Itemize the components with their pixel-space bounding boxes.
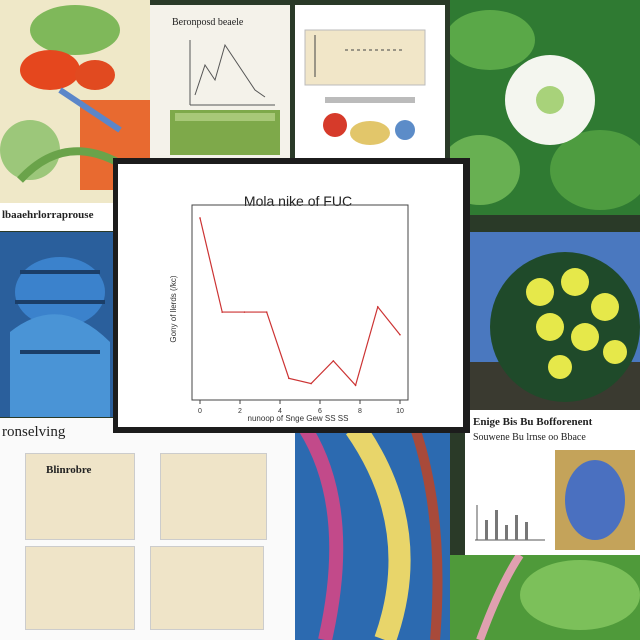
subplot-1: Blinrobre <box>25 453 135 540</box>
x-tick-label: 8 <box>358 408 362 415</box>
subplot-3 <box>25 546 135 630</box>
panel-top-title: Beronposd beaele <box>172 17 244 28</box>
dandelion-photo <box>450 0 640 215</box>
panel-label-1: Blinrobre <box>46 464 92 476</box>
blue-creature-illustration <box>0 232 118 417</box>
caption-left-strip: lbaaehrlorraprouse <box>2 209 94 221</box>
data-point <box>199 217 201 219</box>
cartoon-panel <box>295 5 445 160</box>
green-leaf-photo <box>450 555 640 640</box>
data-point <box>288 377 290 380</box>
data-point <box>332 360 335 362</box>
data-point <box>354 384 357 387</box>
data-point <box>221 311 224 313</box>
caption-panel-right: Enige Bis Bu Bofforenent Souwene Bu lrns… <box>465 410 640 555</box>
main-chart-frame: Mola nike of FUC Gony of llerds (/kc) nu… <box>113 158 470 433</box>
data-point <box>376 306 379 308</box>
data-point <box>399 333 401 336</box>
left-section-title: ronselving <box>2 424 66 440</box>
blue-creature-art <box>0 232 118 417</box>
x-tick-label: 0 <box>198 408 202 415</box>
organic-pattern-art <box>295 428 450 640</box>
main-line-chart: Mola nike of FUC Gony of llerds (/kc) nu… <box>169 193 409 423</box>
series-line <box>199 217 401 387</box>
x-tick-label: 6 <box>318 408 322 415</box>
cartoon-art <box>304 29 426 145</box>
mini-line-chart <box>170 40 280 155</box>
organic-pattern-illustration <box>295 428 450 640</box>
plots-grid-panel: ronselving Blinrobre <box>0 418 295 640</box>
chart-xlabel: nunoop of Snge Gew SS SS <box>248 414 349 423</box>
chart-ylabel: Gony of llerds (/kc) <box>169 275 178 342</box>
green-leaf-art <box>450 555 640 640</box>
subplot-2 <box>160 453 267 540</box>
caption-strip: lbaaehrlorraprouse <box>0 203 118 231</box>
x-tick-label: 10 <box>396 408 404 415</box>
data-point <box>310 382 312 385</box>
x-tick-label: 4 <box>278 408 282 415</box>
right-title-2: Souwene Bu lrnse oo Bbace <box>473 432 586 443</box>
yellow-creature-photo <box>470 232 640 412</box>
data-point <box>243 311 246 313</box>
data-point <box>265 311 268 313</box>
x-tick-label: 2 <box>238 408 242 415</box>
yellow-creature-art <box>470 232 640 412</box>
mini-bar-chart <box>475 450 635 550</box>
plot-area-frame <box>191 204 409 401</box>
main-chart-card: Mola nike of FUC Gony of llerds (/kc) nu… <box>118 164 463 427</box>
chart-title: Mola nike of FUC <box>244 193 352 209</box>
subplot-4 <box>150 546 264 630</box>
dandelion-art <box>450 0 640 215</box>
chart-panel-top: Beronposd beaele <box>150 5 290 160</box>
right-title-1: Enige Bis Bu Bofforenent <box>473 416 593 428</box>
